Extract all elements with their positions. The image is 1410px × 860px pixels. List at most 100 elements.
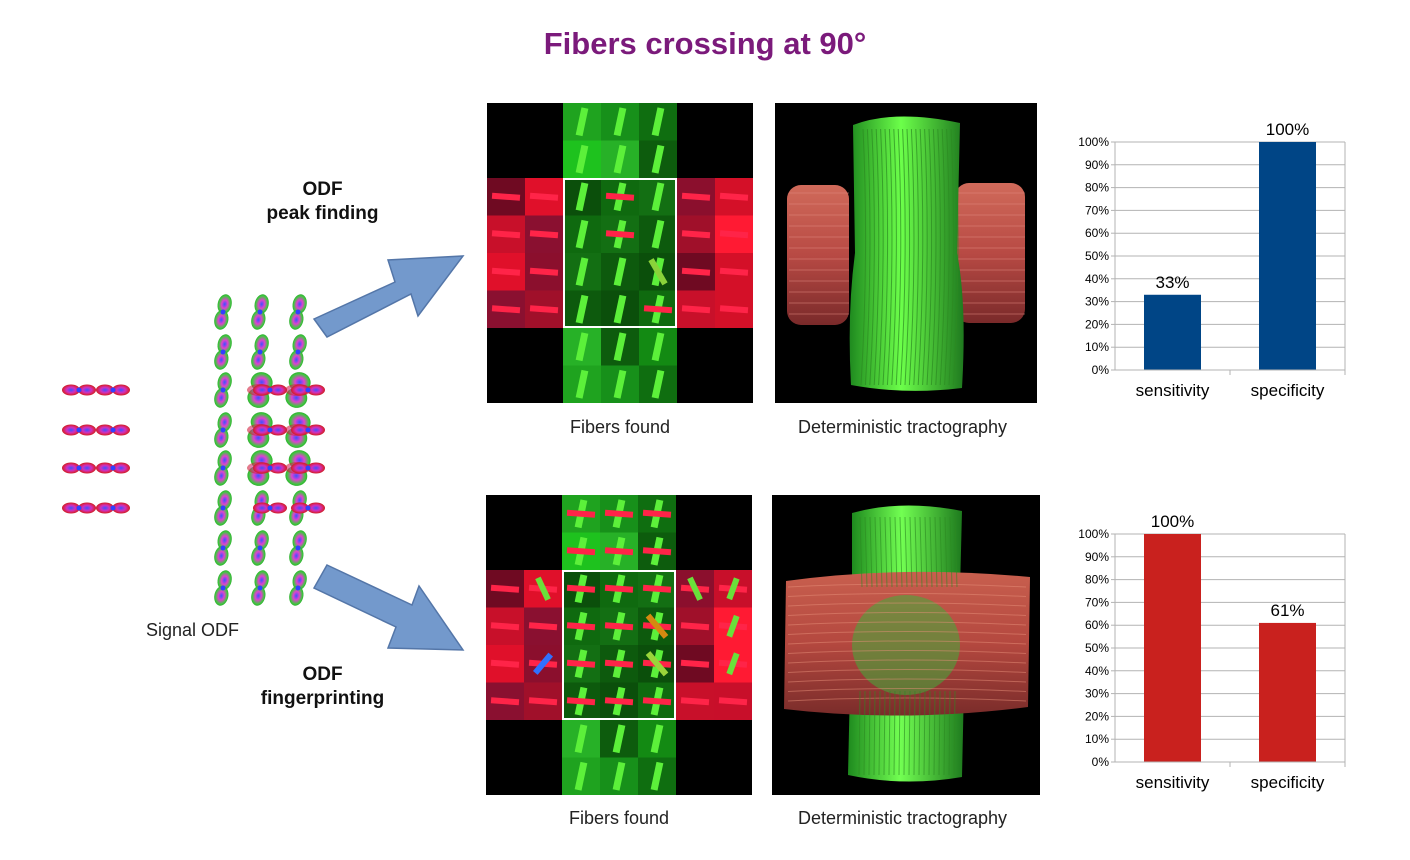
voxel [676,720,715,758]
fiber-horizontal [642,547,672,556]
voxel [486,757,525,795]
green-bundle-upper [852,505,962,590]
voxel [676,495,715,533]
y-tick-label: 90% [1085,550,1109,564]
y-tick-label: 100% [1078,527,1109,541]
fiber-horizontal [681,267,711,276]
streamline [943,690,946,776]
odf-glyph [253,502,287,514]
x-tick-label: specificity [1251,381,1325,400]
y-tick-label: 40% [1085,272,1109,286]
y-tick-label: 80% [1085,573,1109,587]
y-tick-label: 10% [1085,732,1109,746]
odf-glyph [214,530,232,566]
fiber-horizontal [681,230,711,239]
streamline [908,690,911,776]
fiber-vertical [575,369,589,399]
voxel [677,103,716,141]
fiber-vertical [575,107,589,137]
fiber-horizontal [528,697,558,706]
x-tick-label: specificity [1251,773,1325,792]
y-tick-label: 80% [1085,181,1109,195]
fiber-horizontal [642,509,672,518]
streamline [924,516,928,588]
voxel [677,328,716,366]
y-tick-label: 70% [1085,595,1109,609]
odf-glyph [214,450,232,486]
bar-chart-peak-finding: 0% 10% 20% 30% 40% 50% 60% 70% 80% 90% 100% 33% sens… [1078,120,1346,400]
streamline [787,669,1027,673]
fiber-vertical [612,761,626,791]
fiber-horizontal [604,584,634,593]
streamline [933,690,936,776]
fiber-horizontal [490,659,520,668]
streamline [787,659,1027,664]
fiber-horizontal [528,622,558,631]
streamline [898,690,901,776]
fiber-horizontal [529,305,559,314]
streamline [926,128,933,386]
fiber-oblique [726,614,740,638]
fiber-vertical [651,144,665,174]
fiber-horizontal [566,547,596,556]
streamline [900,128,906,386]
voxel [487,140,526,179]
streamline [787,678,1027,683]
streamline [860,128,867,386]
streamline [919,516,923,588]
arrow-down-right-icon [312,564,465,651]
voxel [486,720,525,758]
fiber-horizontal [529,230,559,239]
y-tick-label: 70% [1085,203,1109,217]
streamline [787,602,1027,607]
streamline [874,516,878,588]
voxel [525,365,564,403]
voxel [524,757,563,795]
fiber-oblique [687,576,703,601]
data-label: 100% [1151,512,1194,531]
odf-glyph [96,462,130,474]
odf-glyph [96,502,130,514]
y-tick-label: 60% [1085,618,1109,632]
y-tick-label: 40% [1085,664,1109,678]
streamline [952,128,959,386]
fiber-vertical [575,332,589,362]
signal-odf-grid [62,294,325,606]
streamline [882,128,889,386]
crossing-roi-box [562,570,676,720]
y-tick-label: 0% [1092,363,1110,377]
odf-glyph [289,334,307,370]
fiber-vertical [574,724,588,754]
streamline [913,690,916,776]
streamline [894,516,898,588]
streamline [939,516,943,588]
voxel [714,757,752,795]
streamline [938,690,941,776]
fiber-oblique [645,613,669,639]
odf-glyph [214,372,232,408]
y-tick-label: 60% [1085,226,1109,240]
odf-glyph [96,384,130,396]
streamline [787,650,1027,654]
streamline [944,516,948,588]
method-line1: ODF [302,664,343,685]
voxel [524,495,563,533]
y-tick-label: 20% [1085,317,1109,331]
fiber-horizontal [604,697,634,706]
fiber-horizontal [718,697,748,706]
streamline [787,621,1027,626]
fiber-horizontal [719,305,749,314]
streamline [913,128,919,386]
streamline [904,516,908,588]
x-tick-label: sensitivity [1136,381,1210,400]
streamline [948,690,951,776]
fibers-found-image-top [487,103,753,403]
method-line2: fingerprinting [260,688,385,709]
red-bundle-right [955,183,1025,323]
bar-specificity [1259,142,1316,370]
fiber-vertical [575,144,589,174]
odf-glyph [62,424,96,436]
odf-glyph [253,384,287,396]
data-label: 100% [1266,120,1309,139]
odf-glyph [62,502,96,514]
